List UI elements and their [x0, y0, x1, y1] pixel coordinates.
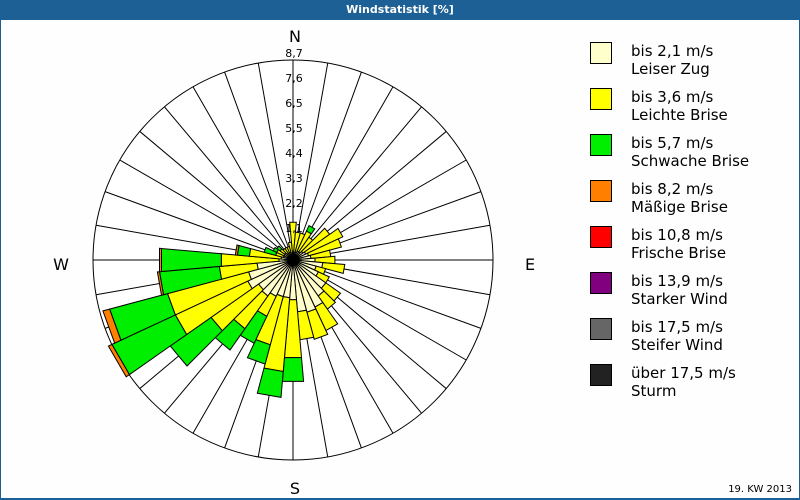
legend-swatch [590, 272, 612, 294]
legend-item-schwache-brise: bis 5,7 m/s Schwache Brise [590, 134, 790, 180]
radial-tick-label: 3,3 [285, 172, 303, 185]
legend: bis 2,1 m/s Leiser Zug bis 3,6 m/s Leichte… [590, 42, 790, 410]
radial-tick-label: 5,5 [285, 122, 303, 135]
legend-item-sturm: über 17,5 m/s Sturm [590, 364, 790, 410]
legend-item-steifer-wind: bis 17,5 m/s Steifer Wind [590, 318, 790, 364]
bottom-border [0, 498, 800, 500]
legend-item-leiser-zug: bis 2,1 m/s Leiser Zug [590, 42, 790, 88]
legend-speed: bis 13,9 m/s [631, 272, 723, 290]
legend-label: Sturm [631, 382, 677, 400]
wind-sector-segment [234, 244, 240, 256]
compass-west: W [53, 255, 69, 274]
legend-label: Frische Brise [631, 244, 727, 262]
wind-sectors [102, 221, 346, 398]
wind-sector-segment [107, 343, 131, 378]
wind-sector-segment [246, 338, 271, 365]
wind-sector-segment [272, 246, 279, 254]
radial-tick-label: 1,1 [285, 222, 303, 235]
legend-label: Starker Wind [631, 290, 728, 308]
radial-tick-label: 4,4 [285, 147, 303, 160]
legend-speed: bis 10,8 m/s [631, 226, 723, 244]
period-label: 19. KW 2013 [728, 484, 792, 495]
wind-sector-segment [321, 262, 346, 275]
compass-south: S [290, 479, 300, 498]
legend-speed: bis 8,2 m/s [631, 180, 714, 198]
legend-swatch [590, 88, 612, 110]
wind-sector-segment [281, 357, 305, 382]
compass-north: N [289, 27, 301, 46]
legend-speed: bis 17,5 m/s [631, 318, 723, 336]
legend-swatch [590, 42, 612, 64]
radial-tick-labels: 1,1 2,2 3,3 4,4 5,5 6,5 7,6 8,7 [285, 47, 303, 235]
legend-label: Schwache Brise [631, 152, 750, 170]
legend-label: Mäßige Brise [631, 198, 728, 216]
legend-item-frische-brise: bis 10,8 m/s Frische Brise [590, 226, 790, 272]
legend-speed: bis 3,6 m/s [631, 88, 714, 106]
legend-speed: bis 5,7 m/s [631, 134, 714, 152]
legend-swatch [590, 226, 612, 248]
legend-speed: bis 2,1 m/s [631, 42, 714, 60]
radial-tick-label: 7,6 [285, 72, 303, 85]
wind-sector-segment [256, 367, 284, 398]
legend-item-leichte-brise: bis 3,6 m/s Leichte Brise [590, 88, 790, 134]
radial-tick-label: 6,5 [285, 97, 303, 110]
wind-sector-segment [276, 245, 283, 252]
legend-speed: über 17,5 m/s [631, 364, 736, 382]
legend-swatch [590, 134, 612, 156]
compass-east: E [525, 255, 535, 274]
legend-item-maessige-brise: bis 8,2 m/s Mäßige Brise [590, 180, 790, 226]
radial-tick-label: 8,7 [285, 47, 303, 60]
wind-sector-segment [306, 238, 343, 257]
wind-sector-segment [306, 308, 329, 340]
legend-swatch [590, 364, 612, 386]
legend-swatch [590, 318, 612, 340]
wind-sector-segment [263, 246, 278, 257]
legend-label: Leichte Brise [631, 106, 728, 124]
wind-sector-segment [303, 227, 344, 255]
wind-sector-segment [305, 224, 316, 235]
legend-label: Leiser Zug [631, 60, 710, 78]
chart-title: Windstatistik [%] [0, 0, 800, 20]
legend-label: Steifer Wind [631, 336, 723, 354]
legend-item-starker-wind: bis 13,9 m/s Starker Wind [590, 272, 790, 318]
radial-tick-label: 2,2 [285, 197, 303, 210]
legend-swatch [590, 180, 612, 202]
wind-sector-segment [102, 308, 122, 344]
wind-sector-segment [159, 247, 162, 273]
wind-sector-segment [156, 271, 165, 296]
